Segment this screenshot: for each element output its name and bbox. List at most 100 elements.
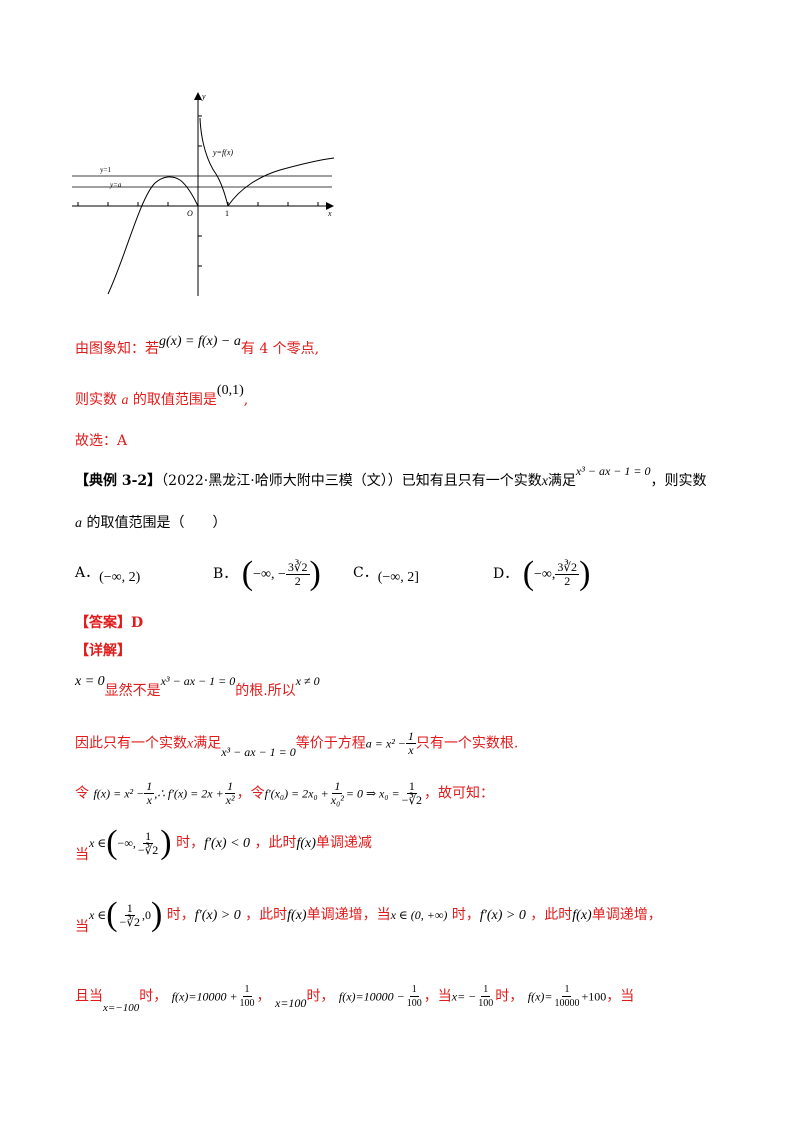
frac-num: 3∛2 (555, 559, 580, 575)
text: 令 (250, 785, 265, 802)
math: +100 (581, 989, 607, 1004)
frac-num: 1 (481, 984, 491, 997)
math: x³ − ax − 1 = 0 (160, 674, 236, 688)
text: 的取值范围是（ ） (86, 515, 227, 531)
text: ，当 (423, 988, 452, 1005)
text: 的根.所以 (235, 683, 296, 699)
math: f(x)=10000 + (171, 989, 238, 1004)
text: 单调递减 (315, 835, 372, 851)
option-value: −∞, (534, 567, 556, 582)
text: 只有一个实数根. (415, 735, 519, 752)
axis-ticks (77, 115, 319, 267)
text: ，当 (606, 988, 635, 1005)
frac-den: x (408, 743, 414, 757)
math: f′(x) < 0 (204, 836, 251, 851)
label-ya: y=a (109, 181, 122, 189)
frac-den: 100 (406, 998, 422, 1009)
math: f(x)= (527, 989, 553, 1004)
example-label: 【典例 3-2】 (75, 473, 162, 489)
math-g: g(x) = f(x) − a (159, 334, 241, 349)
math: ,∴ f′(x) = 2x + (154, 786, 224, 801)
text: , (243, 392, 249, 408)
middle-curve (199, 117, 229, 207)
x-axis-arrow (326, 202, 334, 210)
math: = 0 ⇒ x₀ = (345, 786, 400, 801)
frac-num: 1 (124, 900, 135, 916)
example-line2: a 的取值范围是（ ） (75, 512, 226, 532)
text: ，此时 (254, 835, 297, 851)
right-curve (227, 157, 335, 207)
math: f′(x) > 0 (194, 908, 241, 923)
detail-heading: 【详解】 (75, 643, 131, 659)
frac-den: −∛2 (137, 842, 159, 857)
text: 满足 (193, 735, 222, 752)
label-one: 1 (225, 209, 229, 218)
frac-num: 1 (143, 828, 154, 844)
detail-line-1: x = 0显然不是x³ − ax − 1 = 0的根.所以x ≠ 0 (75, 670, 320, 699)
text: 等价于方程 (295, 735, 366, 752)
label-y1: y=1 (100, 166, 111, 174)
text: ， (256, 988, 271, 1005)
text: ，故可知： (424, 785, 495, 802)
detail-line-2: 因此只有一个实数 x 满足x³ − ax − 1 = 0等价于方程a = x² −1… (75, 729, 519, 759)
math: f′(x) > 0 (479, 908, 526, 923)
math: x³ − ax − 1 = 0 (221, 744, 296, 759)
frac-num: 3∛2 (285, 559, 310, 575)
text: 的取值范围是 (132, 392, 217, 408)
frac-num: 1 (562, 984, 572, 997)
text: 时， (495, 988, 524, 1005)
y-axis-arrow (194, 92, 202, 100)
frac-num: 1 (332, 779, 343, 794)
option-label: B． (213, 566, 238, 582)
example-header: 【典例 3-2】（2022·黑龙江·哈师大附中三模（文））已知有且只有一个实数x… (75, 464, 707, 490)
math: x = 0 (75, 674, 105, 689)
math-equation: x³ − ax − 1 = 0 (575, 464, 651, 478)
frac-den: 2 (294, 573, 301, 588)
option-label: D． (493, 566, 519, 582)
detail-line-3: 令 f(x) = x² −1 x ,∴ f′(x) = 2x +1 x² ，令f′(x₀… (75, 780, 494, 807)
text: ， (236, 785, 251, 802)
label-origin: O (187, 209, 193, 218)
math-interval: (0,1) (216, 383, 244, 398)
math: −∞, (117, 836, 136, 850)
frac-den: −∛2 (401, 793, 423, 807)
text: 则实数 (75, 392, 117, 408)
text: ，此时 (245, 907, 288, 923)
frac-den: 100 (239, 998, 255, 1009)
frac-den: 10000 (554, 998, 580, 1009)
math: x ∈ (89, 836, 107, 850)
left-curve (107, 176, 199, 295)
math: x= − (451, 989, 477, 1004)
math: a = x² − (365, 736, 406, 751)
text: 时， (451, 907, 480, 923)
text: 单调递增，当 (306, 907, 391, 923)
text: 当 (75, 847, 89, 863)
text: ，则实数 (650, 473, 707, 489)
math: f(x) = x² − (93, 786, 145, 801)
detail-line-6: 且当x=−100时， f(x)=10000 +1 100， x=100时， f(x… (75, 983, 635, 1014)
label-x: x (327, 209, 332, 218)
frac-den: 2 (564, 573, 571, 588)
option-c: C．(−∞, 2] (353, 562, 419, 585)
text: 显然不是 (104, 683, 161, 699)
text: 当 (75, 919, 89, 935)
math: x ≠ 0 (295, 674, 320, 688)
text: ，此时 (530, 907, 573, 923)
label-fx: y=f(x) (212, 148, 233, 157)
math: x ∈ (0, +∞) (390, 908, 448, 922)
option-value: (−∞, 2) (99, 570, 141, 585)
frac-num: 1 (405, 729, 416, 744)
math-x: x (541, 474, 548, 489)
text: 且当 (75, 988, 103, 1005)
line-choice: 故选：A (75, 433, 128, 449)
math: x=100 (275, 995, 307, 1010)
frac-den: −∛2 (119, 914, 140, 929)
frac-den: x (146, 793, 152, 807)
text: （2022·黑龙江·哈师大附中三模（文））已知有且只有一个实数 (161, 473, 542, 489)
frac-num: 1 (144, 779, 155, 794)
text: 因此只有一个实数 (75, 735, 187, 752)
frac-num: 1 (406, 779, 417, 794)
text: 单调递增， (591, 907, 662, 923)
frac-den: 100 (478, 998, 494, 1009)
frac-num: 1 (409, 984, 419, 997)
